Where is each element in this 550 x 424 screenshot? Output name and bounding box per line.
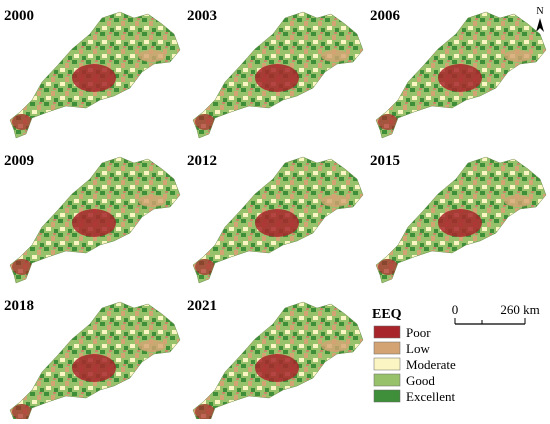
urban-west xyxy=(12,404,32,420)
map xyxy=(10,157,180,283)
urban-west xyxy=(378,114,398,130)
urban-west xyxy=(195,404,215,420)
urban-core xyxy=(72,209,116,237)
year-label: 2009 xyxy=(4,153,34,169)
map xyxy=(193,12,363,138)
legend-label: Excellent xyxy=(406,389,455,404)
urban-east xyxy=(138,50,166,62)
legend-swatch xyxy=(373,373,401,387)
year-label: 2018 xyxy=(4,298,34,314)
year-label: 2000 xyxy=(4,8,34,24)
urban-core xyxy=(255,64,299,92)
panels: 2000 2003 2006 2009 2012 2015 2018 2021 xyxy=(4,8,547,424)
map-panel: 2015 xyxy=(370,153,547,284)
urban-east xyxy=(138,340,166,352)
urban-core xyxy=(72,64,116,92)
urban-west xyxy=(12,259,32,275)
urban-east xyxy=(138,195,166,207)
legend-label: Good xyxy=(406,373,435,388)
north-arrow xyxy=(536,18,544,32)
urban-core xyxy=(255,209,299,237)
urban-west xyxy=(195,114,215,130)
urban-east xyxy=(321,340,349,352)
urban-west xyxy=(378,259,398,275)
urban-core xyxy=(438,209,482,237)
year-label: 2012 xyxy=(187,153,217,169)
urban-west xyxy=(12,114,32,130)
map-panel: 2021 xyxy=(187,298,364,424)
map-panel: 2012 xyxy=(187,153,364,284)
map xyxy=(10,12,180,138)
legend-label: Low xyxy=(406,341,430,356)
urban-east xyxy=(321,195,349,207)
scale-distance: 260 km xyxy=(500,302,539,317)
year-label: 2015 xyxy=(370,153,400,169)
map-panel: 2009 xyxy=(4,153,181,284)
scale-zero: 0 xyxy=(452,302,459,317)
year-label: 2003 xyxy=(187,8,217,24)
year-label: 2006 xyxy=(370,8,401,24)
urban-core xyxy=(255,354,299,382)
map xyxy=(376,12,546,138)
legend-label: Moderate xyxy=(406,357,456,372)
north-label: N xyxy=(536,6,543,17)
urban-west xyxy=(195,259,215,275)
legend-title: EEQ xyxy=(372,307,402,322)
urban-core xyxy=(438,64,482,92)
scale-bar: 0 260 km xyxy=(452,302,540,325)
map-panel: 2003 xyxy=(187,8,364,139)
legend-swatch xyxy=(373,357,401,371)
urban-east xyxy=(504,195,532,207)
legend-swatch xyxy=(373,389,401,403)
map xyxy=(193,157,363,283)
urban-east xyxy=(321,50,349,62)
legend-label: Poor xyxy=(406,325,431,340)
urban-core xyxy=(72,354,116,382)
map-panel: 2018 xyxy=(4,298,181,424)
year-label: 2021 xyxy=(187,298,217,314)
map-panel: 2000 xyxy=(4,8,181,139)
legend-swatch xyxy=(373,341,401,355)
map xyxy=(376,157,546,283)
urban-east xyxy=(504,50,532,62)
map-panel: 2006 xyxy=(370,8,547,139)
legend-swatch xyxy=(373,325,401,339)
